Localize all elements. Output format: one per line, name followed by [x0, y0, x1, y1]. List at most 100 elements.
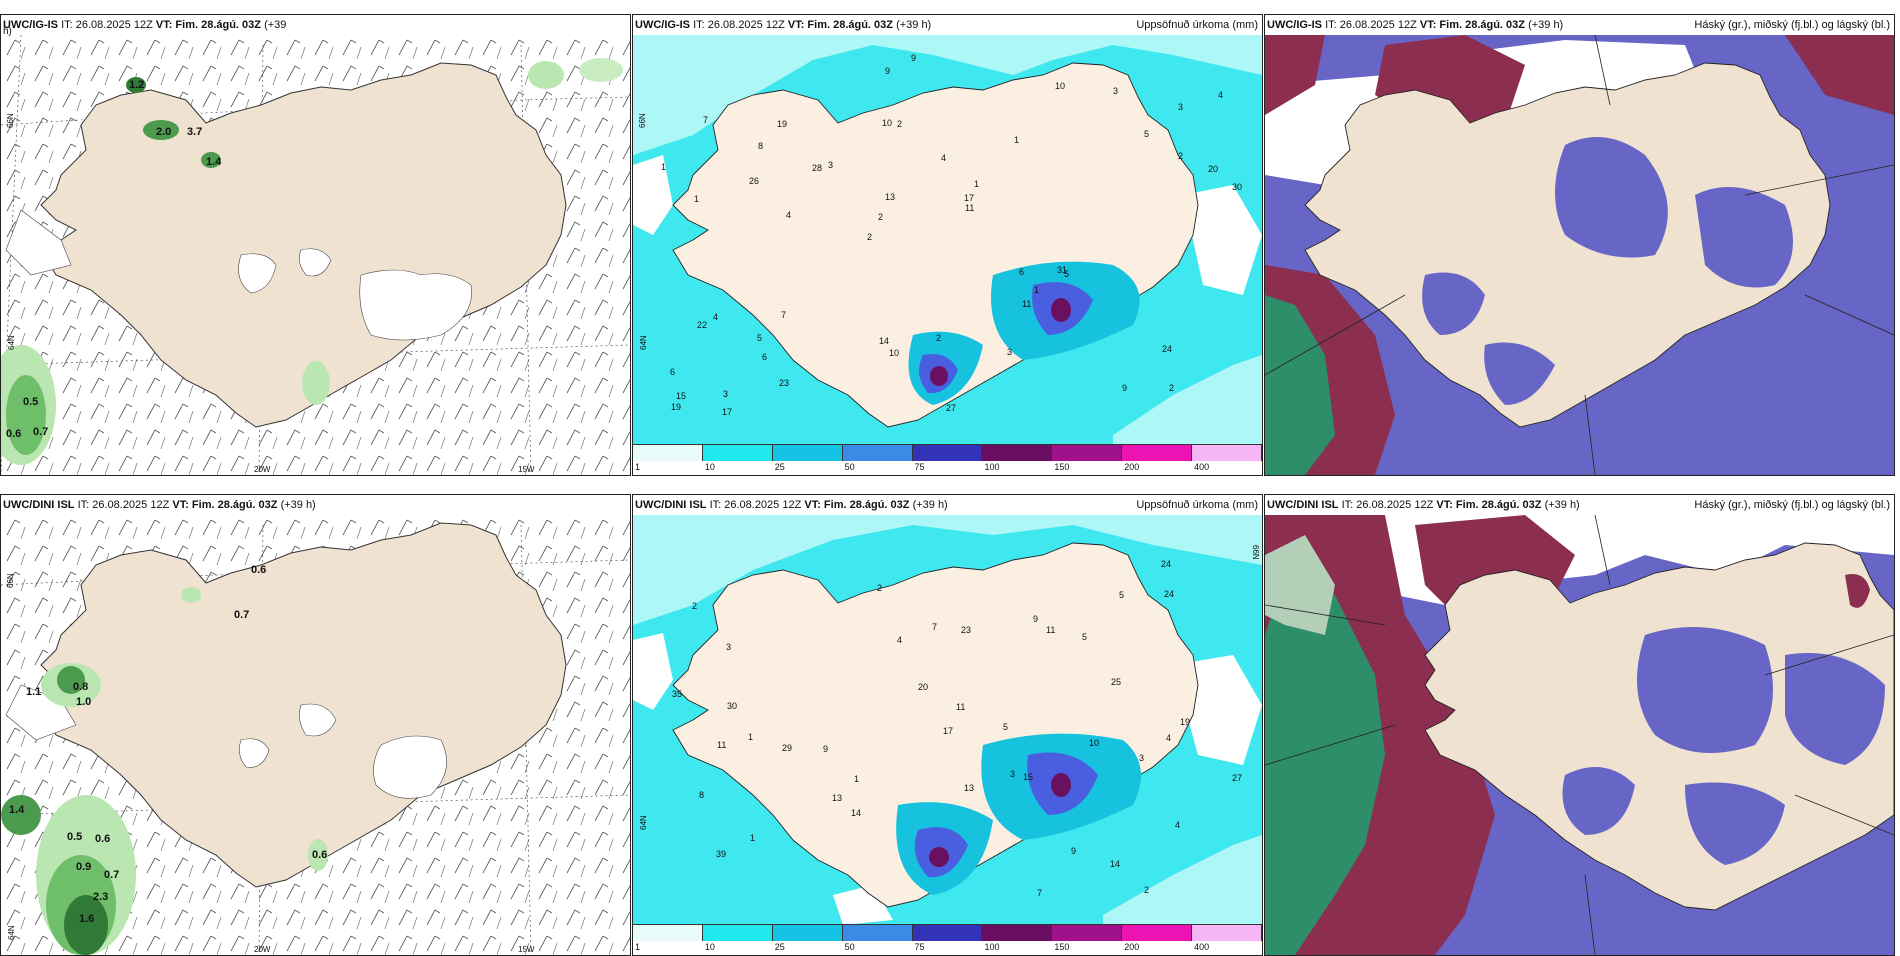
wind-label: 0.5	[23, 396, 38, 408]
wind-label: 0.6	[95, 833, 110, 845]
precip-light-area	[1103, 835, 1262, 925]
valid-time: VT: Fim. 28.ágú. 03Z	[1419, 19, 1525, 31]
model-name: UWC/IG-IS	[3, 19, 58, 31]
iceland-land	[672, 542, 1199, 908]
precip-label: 5	[757, 333, 762, 343]
colorbar-swatch	[633, 445, 703, 461]
init-time: IT: 26.08.2025 12Z	[61, 19, 153, 31]
valid-time: VT: Fim. 28.ágú. 03Z	[787, 19, 893, 31]
cloud-mid-light	[1265, 535, 1335, 635]
wind-labels: 1.2 2.0 3.7 1.4 0.5 0.6 0.7	[6, 79, 222, 440]
panel-caption: UWC/IG-IS IT: 26.08.2025 12Z VT: Fim. 28…	[3, 15, 286, 35]
panel-title: Háský (gr.), miðský (fj.bl.) og lágský (…	[1694, 499, 1890, 511]
model-name: UWC/IG-IS	[635, 19, 690, 31]
precip-label: 1	[1014, 135, 1019, 145]
lead-time: (+39 h)	[896, 19, 932, 31]
sector-lines	[1265, 35, 1894, 475]
cloud-over-land	[1562, 627, 1885, 865]
precip-label: 23	[779, 378, 789, 388]
wind-label: 0.6	[6, 428, 21, 440]
precip-label: 39	[716, 849, 726, 859]
colorbar-swatch	[842, 925, 913, 941]
colorbar-tick: 100	[984, 942, 1000, 952]
cloud-high	[1845, 574, 1870, 608]
precip-label: 17	[722, 407, 732, 417]
precip-label: 9	[1071, 846, 1076, 856]
colorbar-tick: 150	[1054, 942, 1070, 952]
precip-label: 3	[1007, 347, 1012, 357]
wind-map: 1.2 2.0 3.7 1.4 0.5 0.6 0.7 66N 64N 20W …	[1, 35, 630, 475]
valid-time: VT: Fim. 28.ágú. 03Z	[804, 499, 910, 511]
precip-max	[929, 847, 949, 867]
precip-label: 11	[956, 702, 965, 712]
precip-label: 5	[1144, 129, 1149, 139]
colorbar-swatch	[982, 925, 1053, 941]
precip-label: 24	[1162, 344, 1172, 354]
precip-label: 2	[1169, 383, 1174, 393]
init-time: IT: 26.08.2025 12Z	[77, 499, 170, 511]
wind-map: 0.6 0.7 1.1 0.8 1.0 1.4 0.5 0.6 0.9 0.7 …	[1, 515, 630, 955]
precip-label: 24	[1164, 589, 1174, 599]
wind-label: 2.0	[156, 126, 171, 138]
iceland-land	[672, 62, 1199, 428]
cloud-mid-green	[1265, 575, 1385, 955]
precip-label: 7	[1037, 888, 1042, 898]
colorbar-swatch	[1192, 925, 1262, 941]
lat-label: 64N	[7, 925, 16, 940]
colorbar-tick: 10	[704, 942, 715, 952]
precip-label: 27	[946, 403, 956, 413]
init-time: IT: 26.08.2025 12Z	[1325, 19, 1417, 31]
lead-time: (+39 h)	[1544, 499, 1580, 511]
precip-label: 5	[1119, 590, 1124, 600]
precip-label: 35	[672, 689, 682, 699]
precip-label: 19	[671, 402, 681, 412]
glacier	[239, 738, 270, 768]
precip-label: 3	[1113, 86, 1118, 96]
precip-label: 10	[889, 348, 899, 358]
precip-label: 11	[717, 740, 726, 750]
wind-label: 1.0	[76, 696, 91, 708]
precip-max	[1051, 298, 1071, 322]
precip-label: 8	[699, 790, 704, 800]
cloud-map	[1265, 35, 1894, 475]
colorbar-swatch	[702, 445, 773, 461]
valid-time: VT: Fim. 28.ágú. 03Z	[155, 19, 261, 31]
panel-title: Háský (gr.), miðský (fj.bl.) og lágský (…	[1694, 19, 1890, 31]
precip-label: 1	[1034, 285, 1039, 295]
precip-label: 13	[832, 793, 842, 803]
cloud-high	[1785, 35, 1894, 115]
colorbar: 1 10 25 50 75 100 150 200 400	[633, 444, 1262, 475]
precip-label: 3	[726, 642, 731, 652]
precip-label: 7	[703, 115, 708, 125]
precip-label: 5	[1082, 632, 1087, 642]
precip-label: 2	[877, 583, 882, 593]
precip-label: 9	[885, 66, 890, 76]
panel-dini-wind: UWC/DINI ISL IT: 26.08.2025 12Z VT: Fim.…	[0, 494, 631, 956]
colorbar-tick: 10	[704, 462, 715, 472]
colorbar-swatch	[772, 925, 843, 941]
precip-label: 4	[713, 312, 718, 322]
panel-caption: UWC/DINI ISL IT: 26.08.2025 12Z VT: Fim.…	[1267, 495, 1580, 515]
precip-label: 2	[867, 232, 872, 242]
wind-label: 0.7	[104, 869, 119, 881]
glacier	[373, 735, 447, 799]
precip-label: 13	[885, 192, 895, 202]
wind-contours	[1, 587, 328, 955]
precip-label: 3	[1010, 769, 1015, 779]
iceland-land	[40, 62, 567, 428]
precip-label: 23	[961, 625, 971, 635]
colorbar-swatch	[1122, 925, 1193, 941]
lat-label: 66N	[6, 113, 15, 128]
cloud-map	[1265, 515, 1894, 955]
precip-label: 9	[823, 744, 828, 754]
colorbar-tick: 25	[774, 462, 785, 472]
precip-light-area	[1113, 355, 1262, 445]
init-time: IT: 26.08.2025 12Z	[709, 499, 802, 511]
colorbar-tick: 75	[914, 462, 925, 472]
wind-label: 1.1	[26, 686, 41, 698]
panel-header: UWC/DINI ISL IT: 26.08.2025 12Z VT: Fim.…	[1265, 495, 1894, 515]
precip-label: 1	[974, 179, 979, 189]
colorbar-tick: 1	[635, 462, 641, 472]
precip-label: 11	[1022, 299, 1031, 309]
precip-label: 1	[750, 833, 755, 843]
